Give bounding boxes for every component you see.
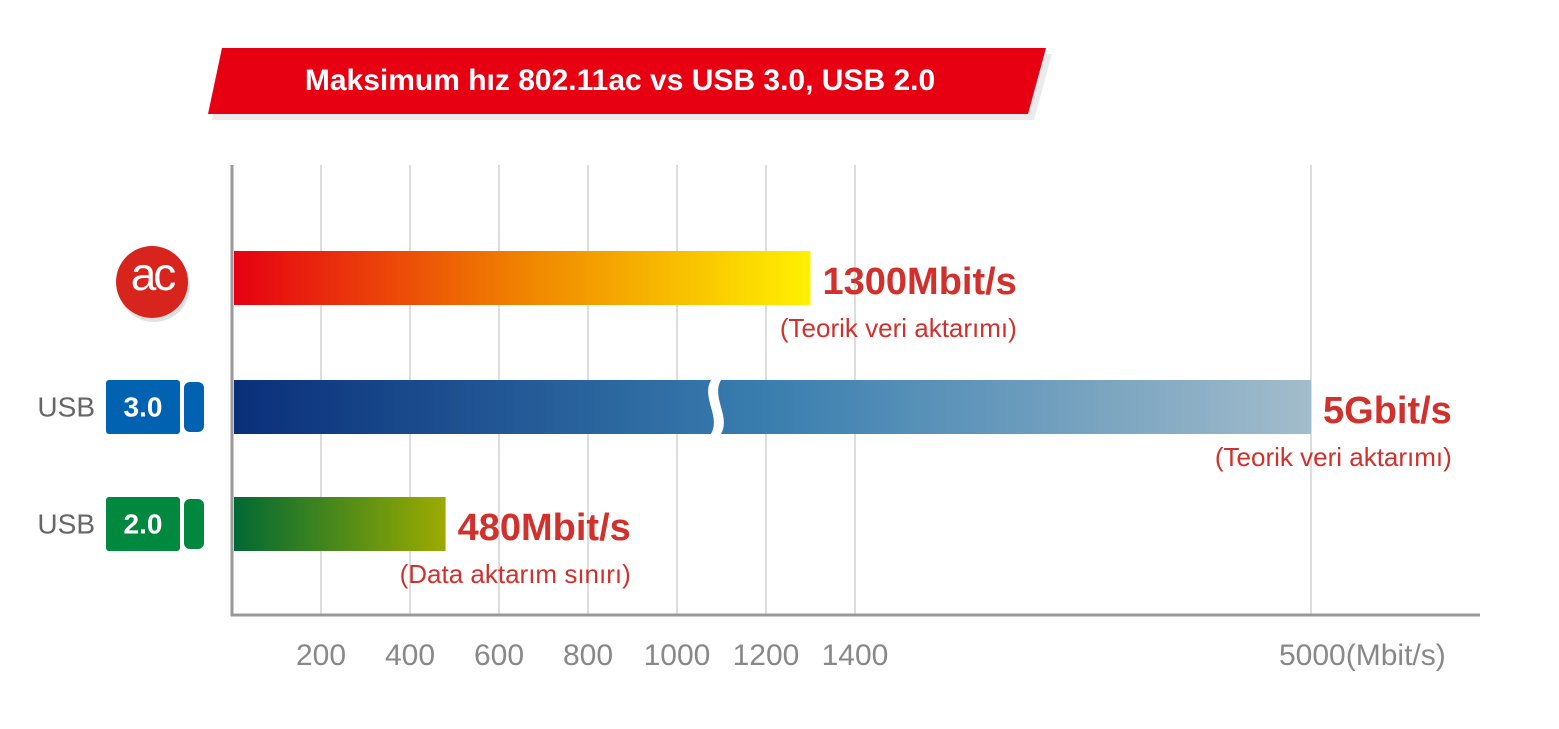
category-prefix: USB (37, 391, 95, 422)
badge (106, 380, 180, 434)
x-tick-label: 800 (563, 639, 613, 672)
x-tick-label: 400 (385, 639, 435, 672)
badge (106, 497, 180, 551)
x-tick-label: 5000(Mbit/s) (1279, 639, 1446, 672)
bar (234, 251, 811, 305)
value-label: 480Mbit/s (458, 507, 631, 549)
axis-break (708, 380, 724, 434)
badge-label: 2.0 (124, 508, 163, 539)
x-tick-label: 1200 (733, 639, 800, 672)
x-tick-label: 600 (474, 639, 524, 672)
value-note: (Data aktarım sınırı) (400, 559, 631, 589)
badge-label: 3.0 (124, 391, 163, 422)
category-prefix: USB (37, 508, 95, 539)
x-tick-label: 1400 (822, 639, 889, 672)
title-banner: Maksimum hız 802.11ac vs USB 3.0, USB 2.… (208, 48, 1052, 120)
x-tick-label: 1000 (644, 639, 711, 672)
bar (234, 497, 446, 551)
value-note: (Teorik veri aktarımı) (1215, 442, 1452, 472)
value-note: (Teorik veri aktarımı) (780, 313, 1017, 343)
badge-label: ac (131, 248, 176, 300)
value-label: 5Gbit/s (1323, 390, 1452, 432)
badge (116, 246, 188, 318)
chart-title: Maksimum hız 802.11ac vs USB 3.0, USB 2.… (305, 64, 935, 97)
badge-tab (184, 499, 204, 549)
badge-tab (184, 382, 204, 432)
value-label: 1300Mbit/s (823, 261, 1017, 303)
bar (234, 380, 1311, 434)
x-tick-label: 200 (296, 639, 346, 672)
